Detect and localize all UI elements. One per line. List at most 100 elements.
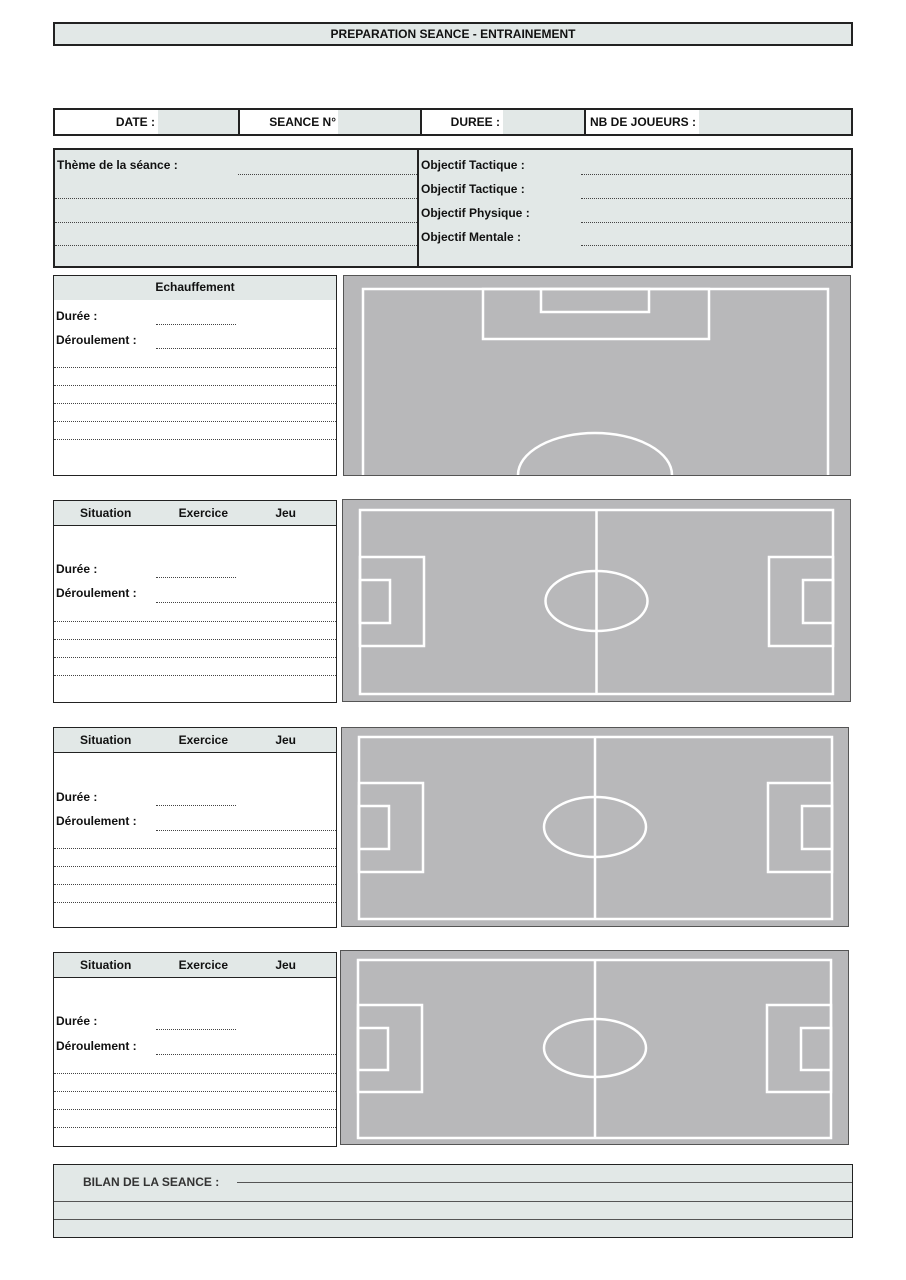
pitch-outline [361, 287, 830, 475]
duree-label: Durée : [56, 562, 98, 576]
warmup-title: Echauffement [155, 280, 235, 294]
full-pitch-svg [357, 735, 834, 921]
deroulement-line[interactable] [156, 348, 336, 349]
duree-cell: DUREE : [422, 110, 586, 134]
jeu-label: Jeu [275, 506, 296, 520]
date-cell: DATE : [55, 110, 240, 134]
note-line[interactable] [54, 621, 336, 622]
deroulement-label: Déroulement : [56, 814, 137, 828]
situation-label: Situation [80, 958, 132, 972]
theme-line[interactable] [55, 198, 417, 199]
duree-line[interactable] [156, 577, 236, 578]
theme-divider [417, 150, 419, 266]
full-pitch-diagram [341, 727, 849, 927]
center-circle [544, 569, 649, 633]
objective-line[interactable] [581, 245, 851, 246]
info-row: DATE : SEANCE N° DUREE : NB DE JOUEURS : [53, 108, 853, 136]
objective-line[interactable] [581, 174, 851, 175]
bilan-line[interactable] [54, 1201, 852, 1202]
theme-box: Thème de la séance : Objectif Tactique :… [53, 148, 853, 268]
center-circle [542, 795, 648, 859]
exercice-label: Exercice [178, 958, 229, 972]
duree-line[interactable] [156, 324, 236, 325]
note-line[interactable] [54, 884, 336, 885]
duree-label: Durée : [56, 1014, 98, 1028]
center-circle [542, 1017, 648, 1079]
note-line[interactable] [54, 385, 336, 386]
full-pitch-diagram [340, 950, 849, 1145]
note-line[interactable] [54, 902, 336, 903]
bilan-line[interactable] [54, 1219, 852, 1220]
duree-field[interactable] [503, 110, 584, 134]
situation-label: Situation [80, 506, 132, 520]
jeu-label: Jeu [275, 958, 296, 972]
left-goal-box [356, 1026, 390, 1072]
bilan-line[interactable] [237, 1182, 852, 1183]
deroulement-line[interactable] [156, 602, 336, 603]
joueurs-field[interactable] [699, 110, 851, 134]
left-goal-box [358, 578, 392, 625]
objective-line[interactable] [581, 222, 851, 223]
seance-cell: SEANCE N° [240, 110, 422, 134]
note-line[interactable] [54, 403, 336, 404]
theme-label: Thème de la séance : [57, 158, 178, 172]
exercise-panel: Situation Exercice Jeu Durée : Dérouleme… [53, 500, 337, 703]
right-goal-box [800, 804, 834, 851]
warmup-panel: Echauffement Durée : Déroulement : [53, 275, 337, 476]
note-line[interactable] [54, 675, 336, 676]
full-pitch-diagram [342, 499, 851, 702]
note-line[interactable] [54, 439, 336, 440]
note-line[interactable] [54, 367, 336, 368]
center-arc [516, 431, 674, 475]
deroulement-label: Déroulement : [56, 1039, 137, 1053]
penalty-box [481, 287, 711, 341]
left-goal-box [357, 804, 391, 851]
date-label: DATE : [115, 115, 155, 129]
note-line[interactable] [54, 639, 336, 640]
objective-line[interactable] [581, 198, 851, 199]
full-pitch-svg [356, 958, 833, 1140]
theme-line[interactable] [55, 245, 417, 246]
page-title: PREPARATION SEANCE - ENTRAINEMENT [330, 27, 576, 41]
objective-label: Objectif Physique : [421, 206, 530, 220]
bilan-label: BILAN DE LA SEANCE : [83, 1175, 220, 1189]
note-line[interactable] [54, 657, 336, 658]
full-pitch-svg [358, 508, 835, 696]
note-line[interactable] [54, 848, 336, 849]
goal-box [539, 287, 651, 314]
deroulement-label: Déroulement : [56, 586, 137, 600]
duree-label: Durée : [56, 790, 98, 804]
exercise-panel: Situation Exercice Jeu Durée : Dérouleme… [53, 952, 337, 1147]
exercise-header: Situation Exercice Jeu [54, 953, 336, 978]
deroulement-line[interactable] [156, 1054, 336, 1055]
duree-line[interactable] [156, 805, 236, 806]
note-line[interactable] [54, 421, 336, 422]
duree-label: DUREE : [450, 115, 500, 129]
jeu-label: Jeu [275, 733, 296, 747]
note-line[interactable] [54, 1073, 336, 1074]
objective-label: Objectif Mentale : [421, 230, 522, 244]
right-goal-box [801, 578, 835, 625]
note-line[interactable] [54, 866, 336, 867]
right-penalty-box [767, 555, 835, 648]
date-field[interactable] [158, 110, 238, 134]
theme-line[interactable] [55, 222, 417, 223]
seance-field[interactable] [338, 110, 420, 134]
duree-line[interactable] [156, 1029, 236, 1030]
exercise-panel: Situation Exercice Jeu Durée : Dérouleme… [53, 727, 337, 928]
seance-label: SEANCE N° [269, 115, 336, 129]
right-penalty-box [765, 1003, 833, 1094]
right-goal-box [799, 1026, 833, 1072]
exercise-header: Situation Exercice Jeu [54, 501, 336, 526]
note-line[interactable] [54, 1127, 336, 1128]
exercice-label: Exercice [178, 733, 229, 747]
bilan-box: BILAN DE LA SEANCE : [53, 1164, 853, 1238]
note-line[interactable] [54, 1091, 336, 1092]
left-penalty-box [357, 781, 425, 874]
deroulement-line[interactable] [156, 830, 336, 831]
exercice-label: Exercice [178, 506, 229, 520]
note-line[interactable] [54, 1109, 336, 1110]
duree-label: Durée : [56, 309, 98, 323]
half-pitch-svg [361, 287, 830, 475]
theme-line[interactable] [238, 174, 417, 175]
